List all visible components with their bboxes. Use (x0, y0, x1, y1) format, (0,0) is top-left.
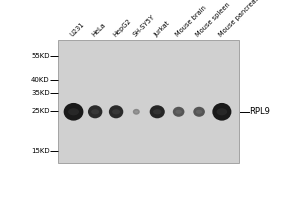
Ellipse shape (91, 109, 99, 114)
Ellipse shape (217, 108, 227, 115)
Ellipse shape (88, 105, 102, 118)
Text: Mouse spleen: Mouse spleen (195, 1, 231, 38)
Ellipse shape (68, 108, 79, 115)
Text: 40KD: 40KD (31, 77, 50, 83)
Text: HeLa: HeLa (91, 22, 107, 38)
Ellipse shape (109, 105, 123, 118)
Text: 55KD: 55KD (31, 53, 50, 59)
Ellipse shape (212, 103, 231, 121)
Ellipse shape (134, 111, 138, 113)
Text: Mouse pancreas: Mouse pancreas (218, 0, 260, 38)
Text: RPL9: RPL9 (249, 107, 270, 116)
Ellipse shape (153, 109, 161, 114)
Ellipse shape (64, 103, 83, 121)
Ellipse shape (112, 109, 120, 114)
Ellipse shape (196, 110, 202, 114)
Ellipse shape (173, 107, 184, 117)
Text: SH-SY5Y: SH-SY5Y (132, 14, 156, 38)
Text: Jurkat: Jurkat (153, 20, 171, 38)
Ellipse shape (193, 107, 205, 117)
Text: 25KD: 25KD (31, 108, 50, 114)
Ellipse shape (176, 110, 182, 114)
Text: 15KD: 15KD (31, 148, 50, 154)
Text: 35KD: 35KD (31, 90, 50, 96)
Text: Mouse brain: Mouse brain (174, 5, 208, 38)
FancyBboxPatch shape (58, 40, 239, 163)
Text: U231: U231 (69, 21, 86, 38)
Ellipse shape (150, 105, 165, 118)
Ellipse shape (133, 109, 140, 115)
Text: HepG2: HepG2 (112, 18, 132, 38)
